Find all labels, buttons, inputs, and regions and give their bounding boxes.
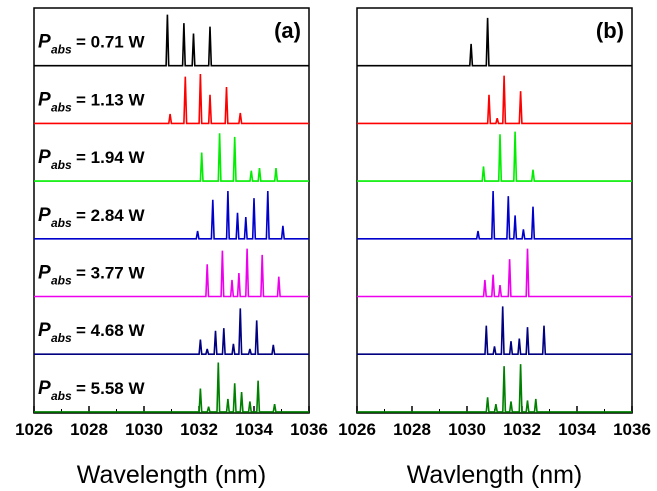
series-label-subscript: abs [51,158,72,172]
spectrum-trace-6 [34,308,309,355]
series-label-value: = 1.94 W [76,148,145,167]
series-label-subscript: abs [51,389,72,403]
spectrum-trace-2 [34,73,309,125]
spectrum-trace-3 [34,133,309,182]
chart-panel-b: 1026 1028 1030 1032 1034 1036 Wavlength (nm) (b… [338,7,651,489]
x-tick-label: 1030 [448,420,486,439]
series-label-value: = 4.68 W [76,321,145,340]
spectrum-trace-1 [357,17,632,67]
spectrum-trace-3 [357,131,632,182]
x-tick-label: 1032 [503,420,541,439]
spectrum-trace-5 [357,248,632,298]
chart-panel-a: 1026 1028 1030 1032 1034 1036 Wavelength (nm) (… [15,7,328,489]
series-label-symbol: P [38,147,51,168]
x-tick-label: 1032 [180,420,218,439]
series-label-value: = 3.77 W [76,264,145,283]
series-label-symbol: P [38,320,51,341]
spectrum-trace-7 [34,362,309,413]
series-label-subscript: abs [51,331,72,345]
panel-label: (b) [596,18,624,43]
spectrum-trace-4 [34,190,309,240]
series-label-symbol: P [38,205,51,226]
series-label-symbol: P [38,263,51,284]
x-tick-label: 1026 [338,420,376,439]
series-label-value: = 1.13 W [76,90,145,109]
spectrum-trace-6 [357,306,632,355]
x-axis-title: Wavelength (nm) [77,461,266,489]
x-tick-label: 1030 [125,420,163,439]
x-tick-label: 1028 [393,420,431,439]
series-label-subscript: abs [51,216,72,230]
plot-frame [356,7,633,414]
spectrum-trace-7 [357,364,632,413]
x-axis-title: Wavlength (nm) [407,461,583,489]
spectrum-trace-5 [34,248,309,298]
series-label-subscript: abs [51,43,72,57]
series-label-symbol: P [38,378,51,399]
x-tick-label: 1028 [70,420,108,439]
x-tick-label: 1036 [290,420,328,439]
series-label-value: = 2.84 W [76,206,145,225]
series-label-subscript: abs [51,274,72,288]
series-label-value: = 5.58 W [76,379,145,398]
series-label-symbol: P [38,89,51,110]
spectrum-trace-4 [357,190,632,240]
x-tick-label: 1026 [15,420,53,439]
series-label-value: = 0.71 W [76,33,145,52]
x-tick-label: 1034 [235,420,273,439]
panel-label: (a) [274,18,301,43]
spectrum-trace-2 [357,75,632,125]
series-label-symbol: P [38,32,51,53]
series-label-subscript: abs [51,100,72,114]
spectrum-trace-1 [34,14,309,67]
x-tick-label: 1036 [613,420,651,439]
x-tick-label: 1034 [558,420,596,439]
